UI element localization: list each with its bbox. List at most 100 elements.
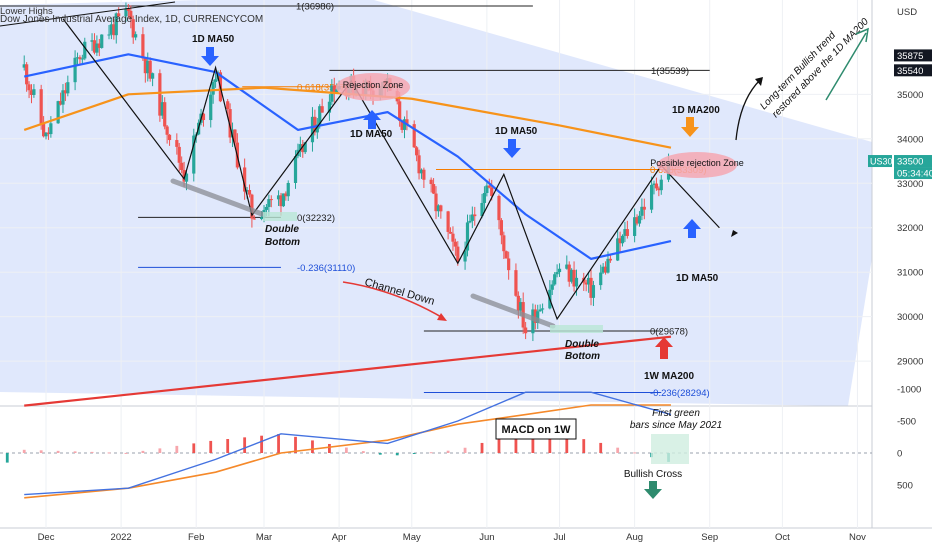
candle-body — [42, 124, 46, 137]
macd-line — [24, 391, 672, 496]
candle-body — [97, 43, 101, 48]
candle-body — [327, 101, 332, 113]
lower-highs-line — [0, 1, 176, 27]
price-axis-tick: 35000 — [897, 90, 923, 101]
price-axis-tick: 32000 — [897, 223, 923, 234]
candle-body — [567, 264, 571, 282]
double-bottom-zone-2 — [550, 325, 603, 333]
candle-body — [398, 101, 402, 121]
candle-body — [608, 258, 612, 261]
macd-axis-tick: -1000 — [897, 385, 921, 396]
candle-body — [434, 193, 438, 212]
fib-level-label: -0.236(31110) — [297, 263, 355, 274]
candle-body — [419, 169, 424, 174]
candle-body — [538, 309, 542, 312]
double-bottom-zone-1 — [263, 212, 297, 221]
candle-body — [284, 193, 288, 197]
price-badge-label: 05:34:40 — [897, 169, 932, 180]
long-term-small-arrow — [735, 79, 761, 141]
price-badge-label: 35875 — [897, 51, 923, 62]
candle-body — [61, 90, 65, 105]
time-axis-label: Dec — [38, 532, 55, 543]
candle-body — [78, 57, 82, 60]
candle-body — [301, 144, 305, 153]
macd-axis-tick: -500 — [897, 417, 916, 428]
macd-axis-tick: 0 — [897, 449, 902, 460]
macd-histogram-bar — [344, 447, 348, 453]
candle-body — [27, 84, 31, 91]
macd-histogram-bar — [226, 439, 230, 453]
candle-body — [264, 206, 269, 210]
candle-body — [267, 199, 271, 207]
candle-body — [446, 211, 450, 232]
candle-body — [126, 8, 130, 11]
candle-body — [269, 199, 273, 201]
candle-body — [405, 119, 409, 125]
macd-histogram-bar — [294, 436, 297, 453]
candle-body — [233, 129, 237, 143]
candle-body — [160, 102, 164, 116]
fib-level-label: 0(32232) — [297, 213, 335, 224]
weekly-ma200-line — [24, 335, 672, 407]
possible-rejection-ellipse — [657, 152, 737, 178]
macd-histogram-bar — [277, 434, 280, 453]
candle-body — [649, 184, 654, 210]
candle-body — [228, 109, 232, 138]
ma50-label-feb: 1D MA50 — [192, 34, 235, 45]
fib-level-label: 1(35539) — [651, 66, 689, 77]
long-term-small-arrowhead — [755, 77, 763, 86]
candle-body — [557, 268, 562, 273]
candle-body — [332, 85, 336, 94]
candle-body — [463, 250, 467, 262]
candle-body — [603, 266, 608, 273]
ma50-label-apr: 1D MA50 — [350, 129, 393, 140]
candle-body — [80, 58, 84, 60]
price-badge — [894, 64, 932, 77]
time-axis-label: 2022 — [111, 532, 132, 543]
pattern-arrowhead — [731, 230, 738, 237]
candle-body — [550, 284, 554, 290]
candle-body — [584, 282, 588, 285]
candle-body — [226, 101, 230, 110]
candle-body — [260, 217, 264, 220]
candle-body — [485, 185, 489, 194]
candle-body — [591, 285, 596, 298]
candle-body — [400, 120, 404, 130]
ma50-label-aug: 1D MA50 — [676, 273, 719, 284]
candle-body — [635, 217, 639, 224]
candle-body — [279, 195, 283, 207]
macd-histogram-bar — [361, 451, 365, 453]
candle-body — [114, 13, 118, 36]
candle-body — [524, 327, 528, 334]
candle-body — [46, 132, 51, 135]
time-axis-label: Apr — [332, 532, 347, 543]
candle-body — [456, 246, 460, 262]
symbol-badge-label: US30 — [870, 157, 893, 167]
candle-body — [184, 173, 189, 182]
candle-body — [657, 188, 661, 191]
candle-body — [163, 102, 167, 127]
first-green-highlight — [651, 434, 689, 464]
macd-histogram-bar — [412, 453, 416, 454]
macd-histogram-bar — [616, 447, 620, 453]
macd-axis-tick: 500 — [897, 481, 913, 492]
candle-body — [516, 295, 520, 311]
candle-body — [587, 277, 591, 285]
time-axis-label: Sep — [701, 532, 718, 543]
price-axis-unit: USD — [897, 7, 917, 18]
candle-body — [625, 229, 629, 236]
candle-body — [192, 135, 196, 174]
candle-body — [601, 266, 605, 273]
candle-body — [25, 64, 29, 85]
ma50-label-jun: 1D MA50 — [495, 126, 538, 137]
ma200-line — [23, 86, 672, 149]
candle-body — [642, 206, 646, 210]
macd-histogram-bar — [497, 438, 501, 453]
candle-body — [243, 167, 247, 192]
candle-body — [499, 220, 503, 236]
candle-body — [429, 179, 433, 185]
time-axis-label: Oct — [775, 532, 790, 543]
pattern-zigzag-line — [62, 18, 720, 321]
